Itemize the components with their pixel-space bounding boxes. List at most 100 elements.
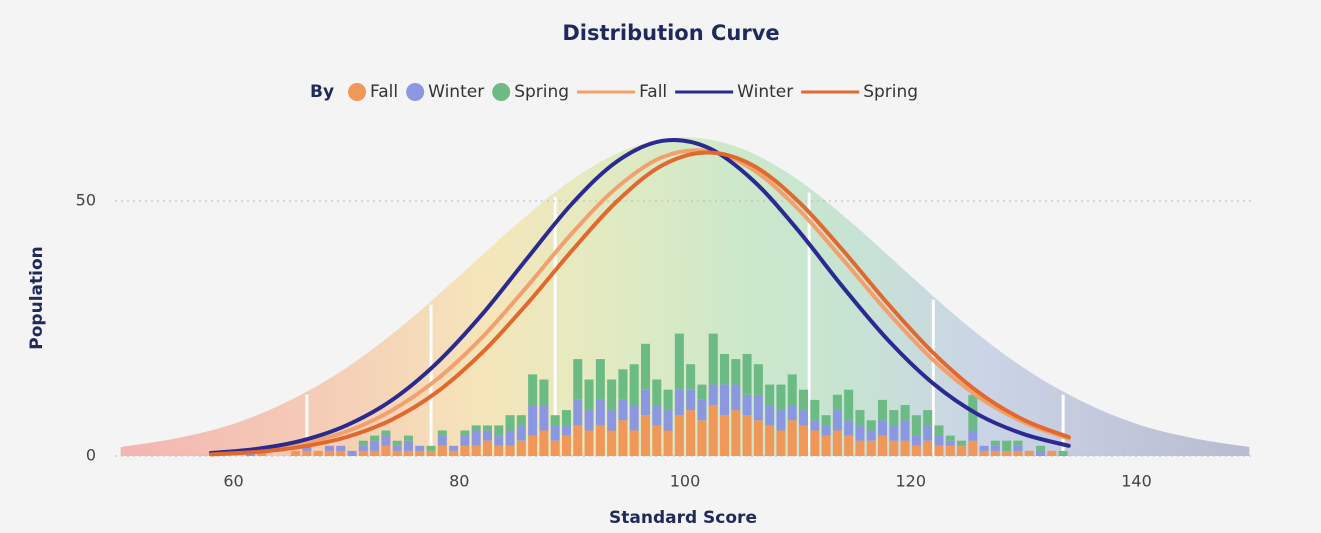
bar (979, 450, 989, 456)
bar (787, 405, 797, 421)
bar (889, 425, 899, 441)
bar (787, 420, 797, 456)
bar (381, 430, 391, 436)
bar (957, 445, 967, 456)
bar (482, 440, 492, 456)
bar (742, 415, 752, 456)
bar (595, 359, 605, 400)
bar (539, 379, 549, 405)
bar (844, 389, 854, 421)
bar (561, 425, 571, 436)
bar (945, 440, 955, 446)
bar (370, 450, 380, 456)
x-tick-label: 80 (449, 472, 469, 491)
x-tick-label: 60 (223, 472, 243, 491)
bar (765, 405, 775, 426)
bar (494, 435, 504, 446)
bar (629, 364, 639, 405)
bar (663, 430, 673, 456)
bar (347, 450, 357, 456)
bar (381, 445, 391, 456)
bar (855, 425, 865, 441)
bar (686, 389, 696, 411)
bar (674, 333, 684, 390)
bar (652, 425, 662, 456)
bar (358, 440, 368, 446)
bar (878, 420, 888, 436)
bar (584, 410, 594, 431)
bar (686, 364, 696, 390)
bar (640, 415, 651, 456)
bar (923, 410, 933, 426)
bar (753, 420, 763, 456)
bar (336, 445, 346, 451)
bar (821, 435, 831, 456)
bar (990, 445, 1000, 451)
x-tick-label: 140 (1121, 472, 1152, 491)
bar (934, 425, 944, 436)
bar (742, 354, 752, 395)
bar (753, 394, 763, 421)
bar (652, 379, 662, 405)
bar (776, 430, 786, 456)
bar (1013, 440, 1023, 446)
bar (968, 430, 978, 441)
bar (708, 384, 718, 405)
bar (505, 445, 515, 456)
bar (460, 435, 470, 446)
bar (990, 440, 1000, 446)
bar (528, 405, 538, 436)
bar (889, 410, 899, 426)
bar (550, 440, 560, 456)
bar (934, 445, 944, 456)
bar (607, 410, 617, 431)
bar (799, 389, 809, 411)
bar (561, 410, 571, 426)
bar (426, 445, 436, 451)
bar (821, 415, 831, 426)
legend-label: Spring (514, 82, 569, 102)
chart-title: Distribution Curve (562, 21, 779, 45)
bar (550, 415, 560, 426)
bar (708, 333, 718, 385)
bar (370, 435, 380, 441)
bar (324, 445, 334, 451)
bar (889, 440, 899, 456)
bar (640, 389, 651, 416)
bar (934, 435, 944, 446)
y-axis-title: Population (27, 246, 47, 349)
bar (911, 435, 921, 446)
bar (1002, 450, 1012, 456)
bar (381, 435, 391, 446)
bar (482, 425, 492, 431)
bar (663, 410, 673, 431)
bar (528, 435, 538, 456)
x-tick-label: 120 (895, 472, 926, 491)
bar (810, 430, 820, 456)
bar (392, 445, 402, 451)
x-tick-label: 100 (670, 472, 701, 491)
legend-label: Winter (428, 82, 484, 102)
bar (674, 389, 684, 416)
bar (990, 450, 1000, 456)
bar (370, 440, 380, 451)
bar (742, 394, 752, 416)
legend-label: Fall (639, 82, 667, 102)
bar (392, 450, 402, 456)
bar (539, 405, 549, 431)
legend-title: By (310, 82, 334, 102)
bar (629, 405, 639, 431)
bar (832, 394, 842, 411)
bar (437, 430, 447, 436)
bar (731, 384, 741, 411)
bar (584, 379, 594, 411)
x-axis-title: Standard Score (609, 508, 757, 528)
bar (313, 450, 323, 456)
bar (437, 445, 447, 456)
bar (584, 430, 594, 456)
bar (618, 369, 628, 400)
bar (810, 420, 820, 431)
legend-marker (348, 83, 367, 101)
bar (302, 445, 312, 451)
bar (516, 415, 526, 426)
